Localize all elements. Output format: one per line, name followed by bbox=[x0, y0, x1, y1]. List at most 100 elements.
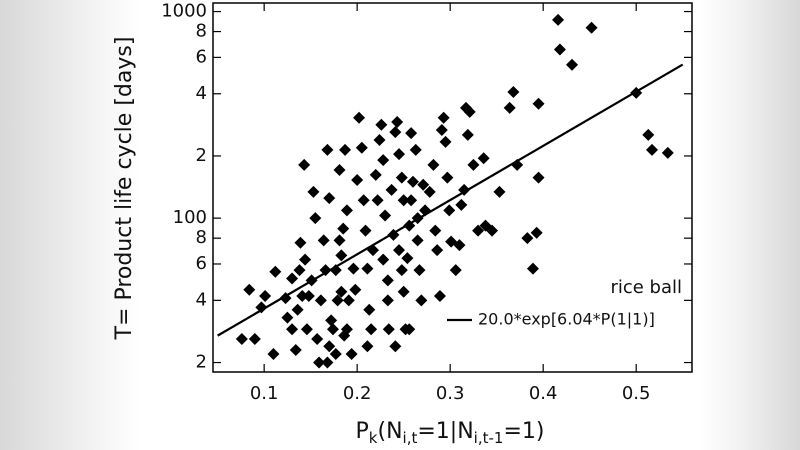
x-tick-label: 0.5 bbox=[622, 383, 651, 404]
y-tick-label: 2 bbox=[196, 352, 207, 373]
scatter-point bbox=[321, 143, 334, 156]
x-axis-label: Pk(Ni,t=1|Ni,t-1=1) bbox=[356, 419, 545, 447]
y-tick-label: 100 bbox=[173, 207, 207, 228]
scatter-point bbox=[467, 158, 480, 171]
y-tick-label: 1000 bbox=[161, 1, 207, 22]
scatter-point bbox=[585, 21, 598, 34]
x-tick-label: 0.2 bbox=[343, 383, 372, 404]
scatter-point bbox=[291, 303, 304, 316]
scatter-point bbox=[397, 194, 410, 207]
scatter-point bbox=[566, 58, 579, 71]
scatter-point bbox=[311, 333, 324, 346]
scatter-point bbox=[493, 185, 506, 198]
scatter-point bbox=[385, 183, 398, 196]
scatter-point bbox=[323, 192, 336, 205]
scatter-point bbox=[337, 222, 350, 235]
scatter-point bbox=[281, 311, 294, 324]
scatter-point bbox=[439, 135, 452, 148]
x-axis-label-subscript: i,t-1 bbox=[474, 429, 504, 447]
scatter-point bbox=[395, 171, 408, 184]
scatter-point bbox=[406, 175, 419, 188]
scatter-point bbox=[371, 194, 384, 207]
scatter-point bbox=[365, 323, 378, 336]
scatter-point bbox=[302, 289, 315, 302]
scatter-point bbox=[530, 226, 543, 239]
scatter-point bbox=[329, 347, 342, 360]
x-tick-label: 0.3 bbox=[436, 383, 465, 404]
scatter-point bbox=[296, 289, 309, 302]
scatter-point bbox=[661, 146, 674, 159]
scatter-point bbox=[307, 185, 320, 198]
scatter-point bbox=[338, 329, 351, 342]
scatter-point bbox=[521, 232, 534, 245]
scatter-point bbox=[300, 323, 313, 336]
scatter-point bbox=[373, 133, 386, 146]
y-tick-label: 6 bbox=[196, 46, 207, 67]
scatter-point bbox=[323, 340, 336, 353]
scatter-point bbox=[349, 283, 362, 296]
scatter-point bbox=[335, 249, 348, 262]
scatter-point bbox=[317, 234, 330, 247]
scatter-point bbox=[299, 253, 312, 266]
scatter-point bbox=[294, 236, 307, 249]
scatter-point bbox=[401, 252, 414, 265]
scatter-point bbox=[382, 323, 395, 336]
scatter-point bbox=[433, 289, 446, 302]
scatter-point bbox=[248, 333, 261, 346]
scatter-point bbox=[335, 285, 348, 298]
scatter-point bbox=[267, 347, 280, 360]
scatter-point bbox=[353, 111, 366, 124]
scatter-point bbox=[325, 314, 338, 327]
y-tick-label: 4 bbox=[196, 83, 207, 104]
scatter-point bbox=[552, 13, 565, 26]
scatter-point bbox=[486, 224, 499, 237]
scatter-point bbox=[423, 185, 436, 198]
scatter-point bbox=[326, 323, 339, 336]
scatter-point bbox=[472, 224, 485, 237]
scatter-point bbox=[391, 115, 404, 128]
y-axis-label: T= Product life cycle [days] bbox=[112, 37, 137, 341]
scatter-point bbox=[379, 209, 392, 222]
scatter-point bbox=[463, 105, 476, 118]
x-axis-label-part: P bbox=[356, 419, 369, 444]
scatter-point bbox=[411, 234, 424, 247]
x-tick-label: 0.4 bbox=[529, 383, 558, 404]
scatter-point bbox=[393, 148, 406, 161]
scatter-point bbox=[329, 264, 342, 277]
scatter-point bbox=[355, 141, 368, 154]
scatter-point bbox=[313, 356, 326, 369]
scatter-point bbox=[503, 101, 516, 114]
scatter-point bbox=[646, 143, 659, 156]
scatter-point bbox=[361, 262, 374, 275]
scatter-point bbox=[403, 323, 416, 336]
scatter-point bbox=[431, 244, 444, 257]
scatter-point bbox=[477, 152, 490, 165]
x-axis-label-part: =1|N bbox=[417, 419, 473, 444]
x-axis-label-subscript: k bbox=[369, 429, 378, 447]
scatter-point bbox=[405, 194, 418, 207]
scatter-point bbox=[642, 128, 655, 141]
scatter-point bbox=[415, 294, 428, 307]
scatter-point bbox=[381, 274, 394, 287]
x-tick-label: 0.1 bbox=[250, 383, 279, 404]
y-tick-label: 4 bbox=[196, 289, 207, 310]
scatter-point bbox=[455, 198, 468, 211]
scatter-point bbox=[417, 178, 430, 191]
annotation-label: rice ball bbox=[610, 277, 682, 298]
scatter-point bbox=[339, 143, 352, 156]
scatter-point bbox=[511, 158, 524, 171]
scatter-point bbox=[453, 239, 466, 252]
scatter-point bbox=[309, 212, 322, 225]
scatter-point bbox=[429, 224, 442, 237]
scatter-point bbox=[357, 194, 370, 207]
scatter-point bbox=[405, 127, 418, 140]
scatter-point bbox=[289, 344, 302, 357]
scatter-point bbox=[319, 264, 332, 277]
scatter-point bbox=[409, 143, 422, 156]
scatter-point bbox=[340, 204, 353, 217]
x-axis-label-subscript: i,t bbox=[403, 429, 418, 447]
scatter-point bbox=[437, 111, 450, 124]
scatter-point bbox=[395, 264, 408, 277]
